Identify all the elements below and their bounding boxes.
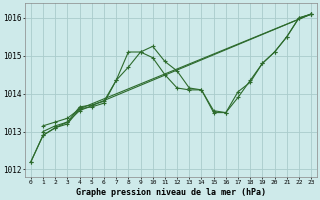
X-axis label: Graphe pression niveau de la mer (hPa): Graphe pression niveau de la mer (hPa) [76,188,266,197]
